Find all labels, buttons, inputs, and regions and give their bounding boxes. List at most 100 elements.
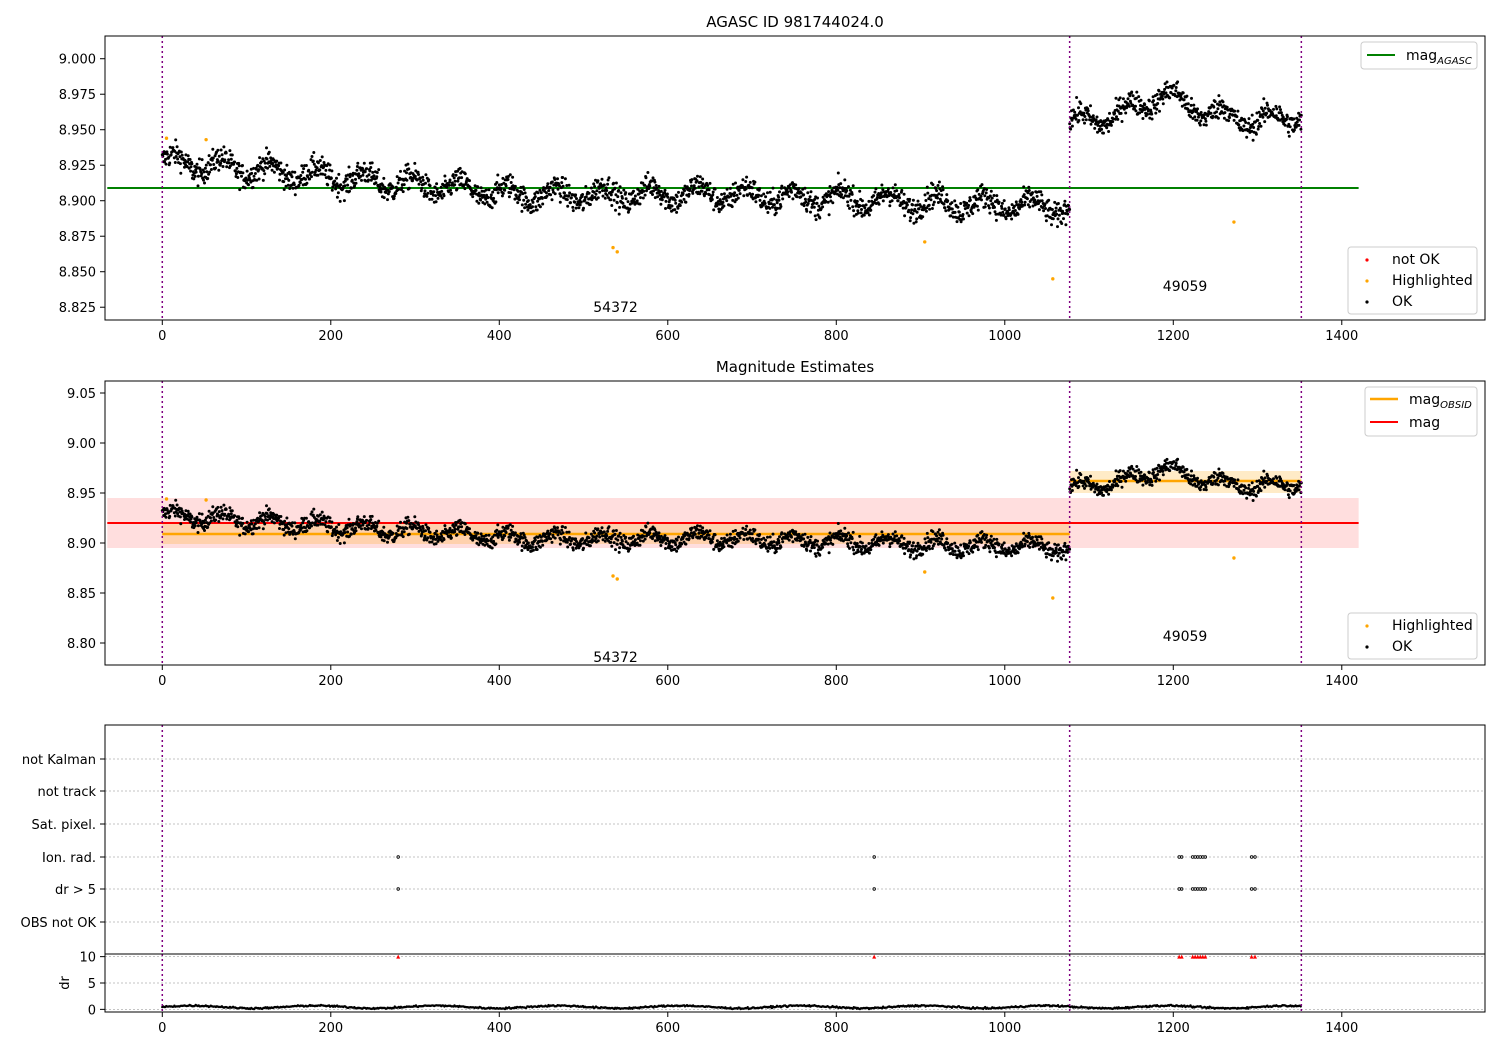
- ok-point: [633, 197, 636, 201]
- ok-point: [1257, 110, 1261, 114]
- ok-point: [1083, 115, 1087, 118]
- ok-point: [741, 178, 745, 182]
- ok-point: [699, 180, 703, 184]
- ok-point: [643, 193, 647, 197]
- ok-point: [641, 539, 645, 543]
- ok-point: [173, 161, 177, 164]
- top-chart-title: AGASC ID 981744024.0: [706, 13, 884, 31]
- ok-point: [642, 534, 646, 538]
- ok-point: [660, 540, 664, 544]
- ok-point: [281, 170, 285, 174]
- ok-point: [311, 513, 315, 517]
- ok-point: [984, 543, 988, 547]
- ok-point: [397, 187, 401, 191]
- ok-point: [989, 199, 993, 203]
- ok-point: [518, 198, 521, 202]
- ok-point: [993, 546, 996, 550]
- ok-point: [673, 208, 677, 212]
- ok-point: [1155, 466, 1159, 470]
- ok-point: [297, 176, 301, 180]
- ok-point: [847, 185, 850, 189]
- ok-point: [647, 187, 651, 191]
- ok-point: [484, 188, 488, 192]
- ok-point: [603, 196, 607, 200]
- ok-point: [1227, 119, 1231, 123]
- ok-point: [1165, 457, 1169, 461]
- ok-point: [1079, 102, 1083, 106]
- ok-point: [449, 188, 452, 192]
- ok-point: [971, 550, 975, 554]
- ok-point: [225, 517, 229, 521]
- ok-point: [1168, 469, 1172, 473]
- ok-point: [178, 515, 182, 519]
- ok-point: [924, 541, 928, 545]
- ok-point: [848, 188, 852, 192]
- ok-point: [1061, 211, 1065, 215]
- ok-point: [286, 530, 290, 534]
- ok-point: [976, 188, 980, 192]
- ok-point: [602, 183, 606, 187]
- ok-point: [519, 532, 523, 536]
- ok-point: [1299, 127, 1303, 131]
- ok-point: [622, 534, 626, 537]
- ok-point: [802, 537, 806, 541]
- ok-point: [1221, 471, 1225, 475]
- ok-point: [417, 523, 420, 527]
- ok-point: [1192, 474, 1196, 478]
- ok-point: [312, 162, 316, 166]
- ok-point: [1002, 213, 1006, 217]
- ok-point: [1245, 496, 1249, 500]
- ok-point: [931, 203, 935, 207]
- ok-point: [440, 189, 444, 193]
- ok-point: [1010, 554, 1014, 558]
- ok-point: [202, 170, 206, 174]
- ok-point: [1118, 469, 1122, 473]
- ok-point: [826, 200, 830, 204]
- ok-point: [372, 174, 376, 178]
- ok-point: [690, 526, 694, 530]
- ok-point: [174, 498, 178, 502]
- ok-point: [487, 188, 491, 192]
- ok-point: [1204, 485, 1208, 489]
- ok-point: [329, 525, 333, 529]
- ok-point: [546, 529, 550, 533]
- ok-point: [860, 541, 864, 545]
- ok-point: [422, 194, 426, 198]
- ok-point: [772, 197, 776, 201]
- ok-point: [1091, 120, 1095, 123]
- ok-point: [1055, 212, 1059, 216]
- ok-point: [413, 174, 417, 178]
- ok-point: [224, 151, 228, 155]
- ok-point: [1033, 198, 1037, 202]
- ok-point: [391, 531, 395, 535]
- ok-point: [682, 197, 686, 201]
- ok-point: [663, 191, 667, 195]
- ok-point: [795, 195, 799, 199]
- ok-point: [911, 198, 915, 202]
- ok-point: [433, 185, 437, 189]
- ok-point: [324, 525, 328, 529]
- ok-point: [258, 511, 262, 515]
- ok-point: [1023, 542, 1027, 546]
- ok-point: [522, 541, 526, 545]
- ok-point: [777, 195, 781, 199]
- ok-point: [914, 220, 918, 224]
- ok-point: [1004, 554, 1008, 558]
- ok-point: [330, 188, 334, 192]
- ok-point: [230, 509, 234, 513]
- ok-point: [1037, 208, 1041, 212]
- ok-point: [1062, 554, 1065, 558]
- ok-point: [909, 553, 913, 557]
- ok-point: [323, 173, 327, 177]
- ok-point: [1252, 489, 1256, 493]
- ok-point: [483, 202, 487, 206]
- ok-point: [571, 546, 575, 550]
- ok-point: [721, 200, 725, 204]
- ok-point: [657, 531, 661, 535]
- ok-point: [923, 537, 927, 541]
- ok-point: [614, 529, 618, 532]
- ok-point: [267, 150, 271, 154]
- ok-point: [940, 537, 944, 541]
- ok-point: [1189, 474, 1193, 478]
- ok-point: [236, 176, 240, 179]
